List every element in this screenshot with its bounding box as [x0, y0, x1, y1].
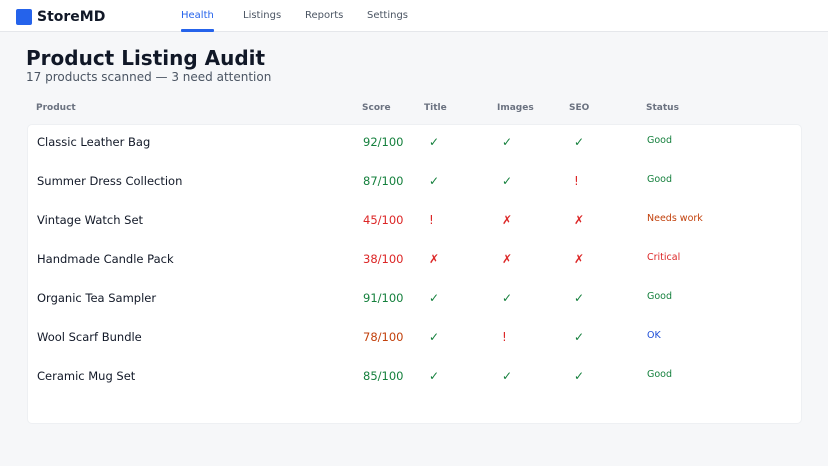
product-name: Handmade Candle Pack: [37, 252, 174, 266]
images-check: ✓: [502, 369, 513, 383]
product-score: 92/100: [363, 135, 404, 149]
column-header-status[interactable]: Status: [646, 103, 679, 113]
status-badge: Critical: [647, 252, 681, 263]
status-badge: Good: [647, 291, 673, 302]
status-badge: Good: [647, 369, 673, 380]
square-logo-icon: [16, 9, 32, 25]
seo-check: ✗: [574, 252, 585, 266]
status-badge: Needs work: [647, 213, 703, 224]
page-title: Product Listing Audit: [26, 46, 266, 70]
images-check: !: [502, 330, 507, 344]
column-header-images[interactable]: Images: [497, 103, 534, 113]
table-row[interactable]: Classic Leather Bag 92/100 ✓ ✓ ✓ Good: [28, 125, 803, 164]
product-score: 78/100: [363, 330, 404, 344]
brand-name: StoreMD: [37, 9, 106, 25]
product-score: 85/100: [363, 369, 404, 383]
tab-settings[interactable]: Settings: [367, 10, 409, 21]
column-header-product[interactable]: Product: [36, 103, 76, 113]
table-row[interactable]: Wool Scarf Bundle 78/100 ✓ ! ✓ OK: [28, 320, 803, 359]
product-name: Vintage Watch Set: [37, 213, 144, 227]
title-check: ✓: [429, 330, 440, 344]
page-subtitle: 17 products scanned — 3 need attention: [26, 70, 272, 84]
seo-check: ✓: [574, 291, 585, 305]
top-navigation-bar: StoreMD Health Listings Reports Settings: [0, 0, 828, 32]
title-check: ✓: [429, 291, 440, 305]
product-score: 87/100: [363, 174, 404, 188]
title-check: ✗: [429, 252, 440, 266]
product-name: Classic Leather Bag: [37, 135, 151, 149]
title-check: ✓: [429, 369, 440, 383]
column-header-score[interactable]: Score: [362, 103, 391, 113]
images-check: ✓: [502, 174, 513, 188]
title-check: ✓: [429, 174, 440, 188]
images-check: ✓: [502, 291, 513, 305]
table-row[interactable]: Handmade Candle Pack 38/100 ✗ ✗ ✗ Critic…: [28, 242, 803, 281]
table-row[interactable]: Organic Tea Sampler 91/100 ✓ ✓ ✓ Good: [28, 281, 803, 320]
column-header-seo[interactable]: SEO: [569, 103, 590, 113]
tab-health[interactable]: Health: [181, 0, 214, 32]
product-score: 91/100: [363, 291, 404, 305]
audit-results-table: Classic Leather Bag 92/100 ✓ ✓ ✓ Good Su…: [27, 124, 802, 424]
table-row[interactable]: Summer Dress Collection 87/100 ✓ ✓ ! Goo…: [28, 164, 803, 203]
product-name: Organic Tea Sampler: [37, 291, 157, 305]
images-check: ✓: [502, 135, 513, 149]
seo-check: ✗: [574, 213, 585, 227]
images-check: ✗: [502, 252, 513, 266]
status-badge: OK: [647, 330, 661, 341]
tab-reports[interactable]: Reports: [305, 10, 344, 21]
title-check: !: [429, 213, 434, 227]
product-score: 45/100: [363, 213, 404, 227]
status-badge: Good: [647, 135, 673, 146]
seo-check: ✓: [574, 369, 585, 383]
table-row[interactable]: Ceramic Mug Set 85/100 ✓ ✓ ✓ Good: [28, 359, 803, 398]
product-score: 38/100: [363, 252, 404, 266]
status-badge: Good: [647, 174, 673, 185]
product-name: Ceramic Mug Set: [37, 369, 136, 383]
product-name: Summer Dress Collection: [37, 174, 183, 188]
seo-check: !: [574, 174, 579, 188]
product-name: Wool Scarf Bundle: [37, 330, 142, 344]
brand-logo[interactable]: StoreMD: [16, 8, 105, 26]
table-row[interactable]: Vintage Watch Set 45/100 ! ✗ ✗ Needs wor…: [28, 203, 803, 242]
seo-check: ✓: [574, 135, 585, 149]
images-check: ✗: [502, 213, 513, 227]
title-check: ✓: [429, 135, 440, 149]
seo-check: ✓: [574, 330, 585, 344]
tab-listings[interactable]: Listings: [243, 10, 282, 21]
column-header-title[interactable]: Title: [424, 103, 447, 113]
